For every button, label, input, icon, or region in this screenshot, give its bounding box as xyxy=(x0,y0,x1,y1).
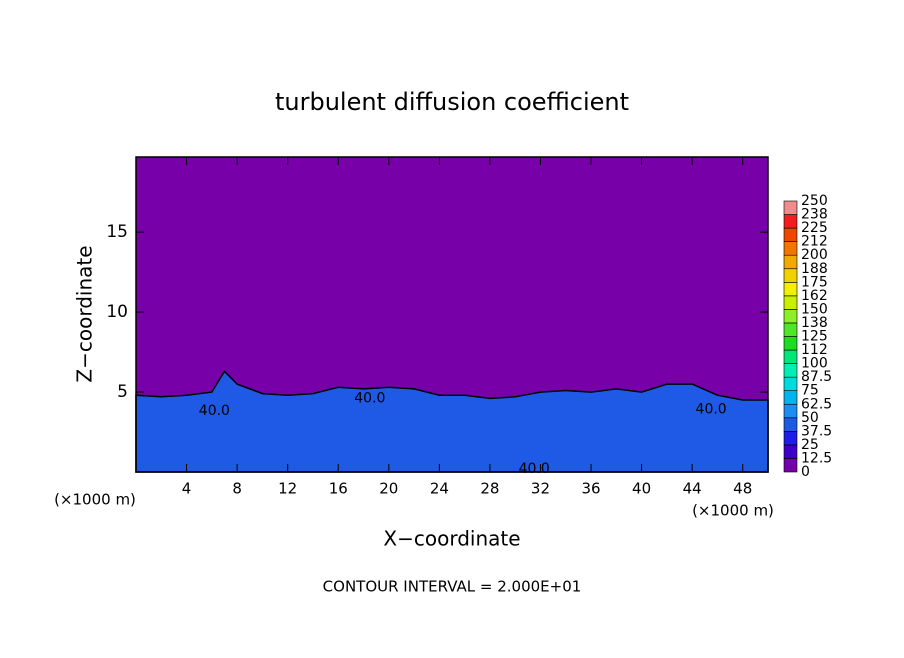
chart-title: turbulent diffusion coefficient xyxy=(275,88,629,116)
colorbar-swatch xyxy=(783,200,798,215)
colorbar-swatch xyxy=(783,431,798,446)
colorbar-label: 25 xyxy=(801,437,819,453)
colorbar-swatch xyxy=(783,417,798,432)
y-tick-label: 5 xyxy=(117,382,128,402)
colorbar-swatch xyxy=(783,403,798,419)
x-tick-label: 4 xyxy=(182,480,192,498)
x-tick-label: 20 xyxy=(379,480,398,498)
x-tick-label: 44 xyxy=(683,480,702,498)
footer-note: CONTOUR INTERVAL = 2.000E+01 xyxy=(323,578,582,596)
x-tick-label: 28 xyxy=(480,480,499,498)
x-tick-label: 24 xyxy=(430,480,449,498)
colorbar-swatch xyxy=(783,309,798,324)
colorbar-swatch xyxy=(783,363,798,378)
colorbar-label: 75 xyxy=(801,383,819,399)
colorbar-label: 0 xyxy=(801,464,810,480)
colorbar-label: 87.5 xyxy=(801,369,832,385)
colorbar-label: 100 xyxy=(801,356,828,372)
colorbar-label: 162 xyxy=(801,288,828,304)
colorbar-swatch xyxy=(783,241,798,256)
x-tick-label: 36 xyxy=(581,480,600,498)
contour-label: 40.0 xyxy=(696,402,727,418)
x-unit-label: (×1000 m) xyxy=(54,491,136,509)
colorbar-label: 62.5 xyxy=(801,396,832,412)
colorbar-label: 175 xyxy=(801,274,828,290)
x-tick-label: 12 xyxy=(278,480,297,498)
colorbar-swatch xyxy=(783,458,798,473)
x-axis-label: X−coordinate xyxy=(383,527,520,551)
colorbar-swatch xyxy=(783,214,798,229)
colorbar-label: 138 xyxy=(801,315,828,331)
colorbar-label: 125 xyxy=(801,329,828,345)
y-tick-label: 15 xyxy=(106,222,128,242)
x-tick-label: 8 xyxy=(232,480,242,498)
colorbar-swatch xyxy=(783,336,798,351)
colorbar-swatch xyxy=(783,349,798,364)
colorbar-label: 238 xyxy=(801,207,828,223)
colorbar-label: 200 xyxy=(801,247,828,263)
colorbar-swatch xyxy=(783,254,798,270)
contour-label: 40.0 xyxy=(519,461,550,477)
colorbar-swatch xyxy=(783,322,798,337)
colorbar-swatch xyxy=(783,227,798,242)
x-unit-label: (×1000 m) xyxy=(692,502,774,520)
colorbar-label: 37.5 xyxy=(801,423,832,439)
colorbar-swatch xyxy=(783,390,798,405)
colorbar-label: 112 xyxy=(801,342,828,358)
colorbar-label: 188 xyxy=(801,261,828,277)
y-tick-label: 10 xyxy=(106,302,128,322)
colorbar-label: 250 xyxy=(801,193,828,209)
x-tick-label: 32 xyxy=(531,480,550,498)
colorbar-swatch xyxy=(783,376,798,391)
colorbar-swatch xyxy=(783,295,798,310)
y-axis-label: Z−coordinate xyxy=(73,245,97,382)
colorbar-label: 150 xyxy=(801,301,828,317)
turbulent-layer xyxy=(135,370,769,473)
x-tick-label: 40 xyxy=(632,480,651,498)
contour-label: 40.0 xyxy=(354,390,385,406)
x-tick-label: 48 xyxy=(733,480,752,498)
colorbar-swatch xyxy=(783,281,798,297)
colorbar-swatch xyxy=(783,444,798,459)
colorbar-label: 212 xyxy=(801,234,828,250)
x-tick-label: 16 xyxy=(329,480,348,498)
contour-label: 40.0 xyxy=(199,403,230,419)
colorbar-label: 12.5 xyxy=(801,450,832,466)
colorbar-label: 225 xyxy=(801,220,828,236)
colorbar-swatch xyxy=(783,268,798,283)
colorbar-label: 50 xyxy=(801,410,819,426)
plot-frame xyxy=(135,156,769,473)
